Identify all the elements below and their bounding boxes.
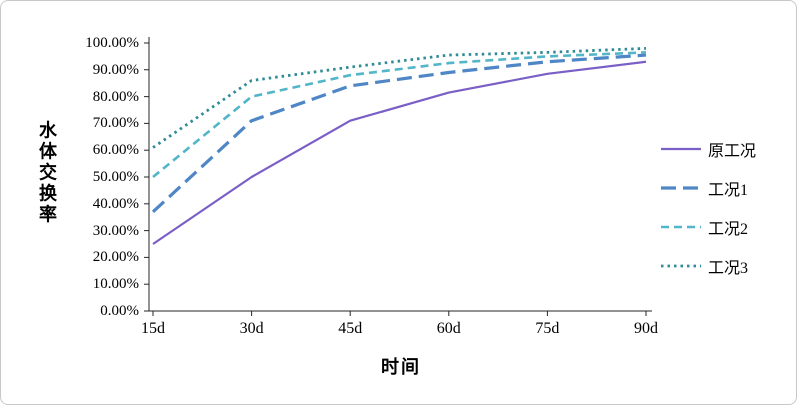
series-line — [151, 53, 647, 214]
legend: 原工况工况1 工况2 工况3 — [661, 137, 756, 278]
y-tick-label: 50.00% — [92, 169, 139, 185]
legend-label: 原工况 — [708, 143, 757, 160]
y-tick-label: 100.00% — [85, 35, 139, 51]
y-tick-label: 40.00% — [92, 195, 139, 212]
x-tick-label: 45d — [338, 320, 363, 337]
legend-line-swatch — [661, 147, 701, 151]
series-line — [152, 51, 647, 179]
x-tick-label: 60d — [436, 320, 461, 337]
x-tick-label: 90d — [634, 320, 658, 337]
legend-line-swatch — [661, 264, 701, 268]
series-line — [152, 46, 647, 149]
legend-line-swatch — [661, 186, 701, 190]
series-line — [152, 60, 647, 245]
y-tick-label: 30.00% — [92, 222, 139, 239]
x-tick-label: 30d — [239, 320, 264, 337]
y-tick-label: 20.00% — [92, 249, 139, 266]
y-tick-label: 80.00% — [92, 88, 139, 105]
x-axis-title: 时间 — [381, 357, 421, 377]
y-axis-title: 水体交换率 — [37, 120, 57, 226]
legend-item: 工况3 — [661, 254, 756, 278]
legend-item: 工况1 — [661, 176, 756, 200]
legend-label: 工况3 — [708, 260, 749, 277]
y-tick-label: 90.00% — [92, 61, 139, 78]
x-tick-label: 75d — [535, 320, 560, 337]
x-tick-label: 15d — [141, 320, 165, 337]
legend-line-swatch — [661, 225, 701, 229]
y-tick-label: 0.00% — [100, 303, 139, 319]
y-tick-label: 70.00% — [92, 115, 139, 132]
legend-label: 工况2 — [708, 221, 749, 238]
legend-label: 工况1 — [708, 182, 749, 199]
legend-item: 工况2 — [661, 215, 756, 239]
y-tick-label: 60.00% — [92, 142, 139, 159]
legend-item: 原工况 — [661, 137, 756, 161]
y-tick-label: 10.00% — [92, 276, 139, 293]
